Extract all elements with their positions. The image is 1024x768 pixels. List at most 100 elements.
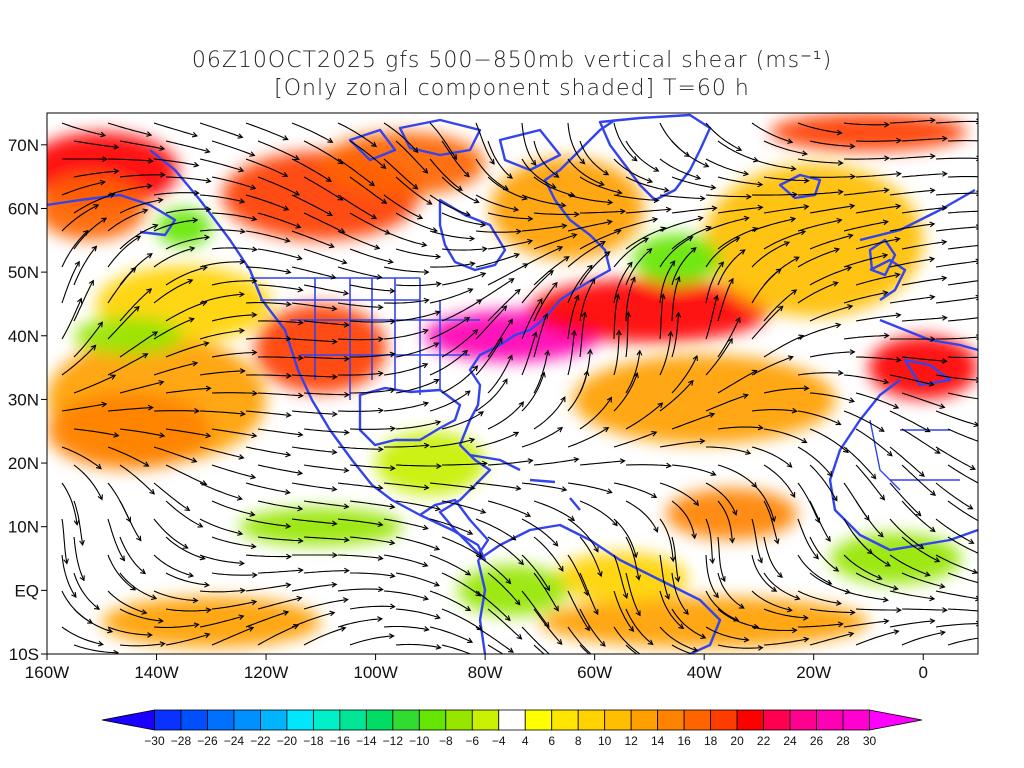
streamline-arrow — [894, 236, 901, 243]
streamline-arrow — [683, 609, 689, 615]
streamline — [441, 176, 479, 203]
streamline-arrow — [389, 603, 396, 610]
streamline — [119, 381, 164, 394]
streamline-arrow — [988, 609, 993, 614]
streamline-arrow — [377, 521, 384, 528]
streamline-arrow — [201, 265, 209, 271]
streamline-arrow — [832, 495, 838, 502]
streamline-arrow — [614, 293, 621, 300]
streamline-arrow — [204, 148, 211, 154]
streamline-arrow — [563, 256, 570, 262]
streamline — [521, 224, 567, 232]
streamline-arrow — [630, 276, 636, 283]
streamline-arrow — [973, 421, 978, 428]
streamline-arrow — [564, 669, 569, 673]
streamline-arrow — [205, 177, 212, 184]
colorbar-label: −14 — [356, 734, 377, 748]
streamline — [199, 370, 245, 376]
colorbar-swatch — [392, 709, 420, 731]
iberia-coastline — [903, 358, 952, 387]
streamline-arrow — [423, 297, 430, 304]
streamline-arrow — [381, 198, 388, 204]
streamline — [947, 392, 978, 400]
streamline-arrow — [757, 181, 764, 188]
streamline — [533, 282, 558, 322]
europe-coastline — [859, 188, 978, 352]
streamline — [521, 372, 545, 412]
streamline-arrow — [100, 131, 107, 138]
streamline — [487, 401, 524, 430]
streamline — [751, 122, 793, 143]
streamline — [855, 428, 893, 457]
streamline-arrow — [583, 369, 590, 377]
streamline — [349, 427, 395, 430]
streamline — [487, 140, 513, 179]
streamline — [291, 230, 335, 248]
streamline-arrow — [941, 275, 948, 282]
streamline-arrow — [481, 246, 488, 252]
streamline-arrow — [283, 610, 290, 616]
streamline-arrow — [136, 535, 142, 542]
streamline-arrow — [542, 313, 549, 320]
streamline — [441, 572, 481, 597]
streamline — [395, 212, 438, 232]
colorbar-swatch — [683, 709, 712, 731]
lon-tick-label: 80W — [468, 663, 503, 682]
streamline-arrow — [982, 483, 987, 487]
streamline — [119, 536, 146, 574]
streamline — [533, 458, 579, 466]
streamline-arrow — [571, 329, 577, 336]
streamline-arrow — [285, 582, 292, 589]
streamline — [705, 626, 749, 641]
streamline-arrow — [929, 117, 936, 124]
streamline — [901, 631, 945, 646]
streamline — [763, 335, 804, 358]
streamline — [947, 637, 978, 646]
streamline — [855, 356, 901, 361]
streamline-arrow — [561, 223, 568, 229]
streamline-arrow — [389, 288, 396, 294]
streamline — [947, 464, 978, 484]
streamline — [349, 635, 394, 646]
streamline-arrow — [434, 310, 441, 316]
streamline-arrow — [204, 234, 211, 241]
streamline — [245, 554, 291, 558]
lon-tick-label: 0 — [919, 663, 928, 682]
streamline-arrow — [544, 349, 551, 356]
lon-tick-label: 40W — [687, 663, 722, 682]
streamline-arrow — [146, 288, 153, 294]
streamline — [199, 261, 245, 268]
streamline — [475, 194, 519, 211]
streamline — [153, 554, 194, 577]
streamline-arrow — [152, 223, 159, 230]
streamline — [429, 438, 475, 448]
streamline — [717, 206, 763, 214]
streamline-arrow — [836, 129, 843, 136]
streamline-arrow — [710, 470, 717, 476]
streamline — [475, 590, 511, 621]
streamline — [763, 536, 783, 578]
coastlines — [47, 113, 978, 654]
streamline — [257, 569, 303, 574]
streamline-arrow — [476, 625, 483, 631]
lat-tick-label: 10S — [9, 645, 39, 664]
streamline-arrow — [113, 144, 120, 150]
streamline — [61, 230, 89, 268]
streamline — [901, 173, 947, 178]
streamline-arrow — [647, 639, 654, 646]
streamline-arrow — [510, 535, 517, 541]
streamline — [751, 409, 797, 412]
streamline-arrow — [192, 217, 199, 224]
streamline-arrow — [870, 473, 877, 480]
streamline-arrow — [481, 460, 488, 467]
streamline-arrow — [879, 494, 886, 501]
streamline-arrow — [508, 647, 514, 653]
streamline-arrow — [604, 251, 611, 257]
streamline — [165, 500, 203, 528]
streamline — [567, 220, 612, 232]
streamline-arrow — [988, 314, 993, 319]
streamline — [383, 266, 429, 273]
colorbar-swatch — [710, 709, 738, 731]
streamline-arrow — [141, 609, 148, 615]
